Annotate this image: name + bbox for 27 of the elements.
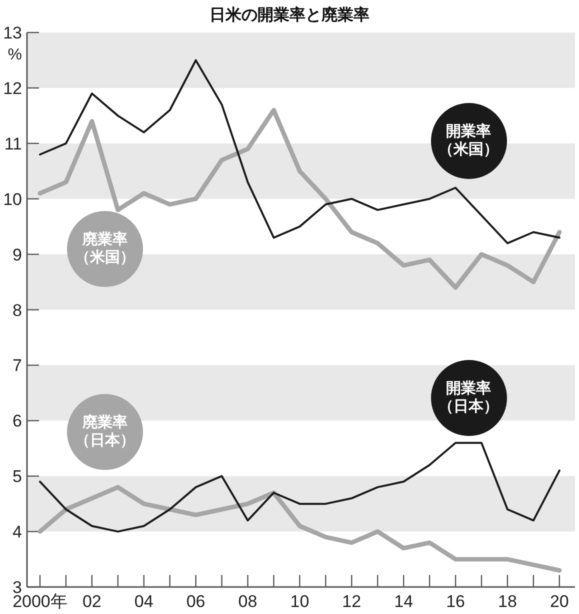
text: 廃業率（日本） xyxy=(74,414,136,450)
series-label: 廃業率（米国） xyxy=(74,230,136,267)
chart-title: 日米の開業率と廃業率 xyxy=(210,5,370,24)
x-tick-label: 14 xyxy=(394,592,414,611)
x-tick-label: 04 xyxy=(134,592,154,611)
text: 開業率（日本） xyxy=(438,380,500,416)
x-tick-label: 06 xyxy=(186,592,206,611)
x-tick-label: 02 xyxy=(82,592,102,611)
x-tick-label: 20 xyxy=(550,592,569,611)
y-tick-label: 9 xyxy=(12,245,22,264)
x-tick-label: 2000年 xyxy=(12,592,68,611)
x-tick-label: 18 xyxy=(498,592,517,611)
y-tick-label: 5 xyxy=(12,467,22,486)
x-tick-label: 08 xyxy=(238,592,258,611)
text: 開業率（米国） xyxy=(438,122,500,159)
y-tick-label: 12 xyxy=(3,78,22,98)
x-tick-label: 10 xyxy=(290,592,310,611)
y-tick-label: 10 xyxy=(3,190,22,209)
y-axis-title: % xyxy=(8,46,22,64)
y-tick-label: 13 xyxy=(3,24,22,42)
y-tick-label: 6 xyxy=(12,412,22,431)
y-tick-label: 7 xyxy=(12,356,22,376)
y-tick-label: 8 xyxy=(12,300,22,320)
y-tick-label: 11 xyxy=(4,134,22,154)
y-tick-label: 4 xyxy=(12,522,22,542)
x-tick-label: 12 xyxy=(342,592,362,611)
x-tick-label: 16 xyxy=(446,592,465,611)
